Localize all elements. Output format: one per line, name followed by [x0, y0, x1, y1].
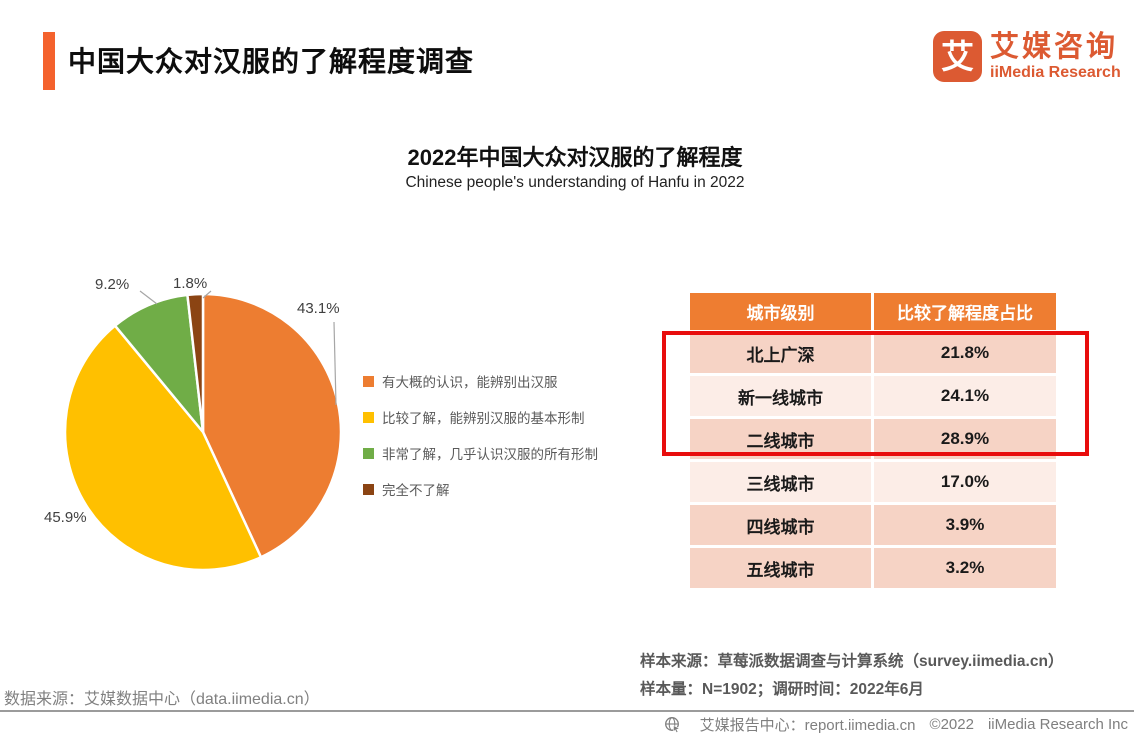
legend-item: 完全不了解 — [363, 471, 598, 507]
legend-label: 完全不了解 — [382, 483, 450, 498]
sample-source-note: 样本来源：草莓派数据调查与计算系统（survey.iimedia.cn） — [640, 653, 1064, 670]
iimedia-logo-icon: 艾 — [933, 31, 982, 82]
logo-text: 艾媒咨询 iiMedia Research — [990, 31, 1121, 82]
page-title: 中国大众对汉服的了解程度调查 — [68, 46, 475, 77]
table-row: 二线城市 28.9% — [690, 419, 1056, 459]
legend-item: 有大概的认识，能辨别出汉服 — [363, 363, 598, 399]
table-header-value: 比较了解程度占比 — [874, 293, 1056, 330]
leader-line-43 — [333, 321, 337, 406]
table-cell-city: 北上广深 — [690, 333, 871, 373]
table-cell-value: 3.9% — [874, 505, 1056, 545]
legend-label: 非常了解，几乎认识汉服的所有形制 — [382, 447, 598, 462]
table-cell-city: 五线城市 — [690, 548, 871, 588]
legend-item: 非常了解，几乎认识汉服的所有形制 — [363, 435, 598, 471]
legend-swatch-icon — [363, 447, 374, 459]
pie-label-slice1: 43.1% — [297, 300, 340, 317]
report-center-text: 艾媒报告中心：report.iimedia.cn — [699, 717, 916, 734]
table-cell-city: 二线城市 — [690, 419, 871, 459]
iimedia-logo: 艾 艾媒咨询 iiMedia Research — [933, 31, 1121, 82]
leader-line-9 — [139, 290, 158, 305]
legend-label: 比较了解，能辨别汉服的基本形制 — [382, 411, 585, 426]
copyright-owner: iiMedia Research Inc — [987, 716, 1128, 733]
pie-slice-2 — [63, 324, 263, 572]
title-accent-bar — [43, 32, 55, 90]
legend-item: 比较了解，能辨别汉服的基本形制 — [363, 399, 598, 435]
legend-swatch-icon — [363, 483, 374, 495]
pie-legend: 有大概的认识，能辨别出汉服比较了解，能辨别汉服的基本形制 非常了解，几乎认识汉服的… — [363, 363, 598, 507]
table-row: 四线城市 3.9% — [690, 505, 1056, 545]
table-row: 新一线城市 24.1% — [690, 376, 1056, 416]
globe-cursor-icon — [664, 716, 681, 733]
chart-subtitle: Chinese people's understanding of Hanfu … — [405, 174, 745, 191]
sample-size-note: 样本量：N=1902；调研时间：2022年6月 — [640, 681, 924, 698]
copyright-year: ©2022 — [929, 716, 974, 733]
table-cell-value: 17.0% — [874, 462, 1056, 502]
table-cell-value: 28.9% — [874, 419, 1056, 459]
table-body: 北上广深 21.8% 新一线城市 24.1% 二线城市 28.9% 三线城市 17.0% 四线城… — [690, 333, 1056, 588]
legend-swatch-icon — [363, 411, 374, 423]
table-cell-city: 新一线城市 — [690, 376, 871, 416]
pie-label-slice4: 1.8% — [173, 275, 208, 292]
table-cell-value: 24.1% — [874, 376, 1056, 416]
table-row: 五线城市 3.2% — [690, 548, 1056, 588]
table-cell-value: 3.2% — [874, 548, 1056, 588]
pie-label-slice3: 9.2% — [95, 276, 130, 293]
table-row: 三线城市 17.0% — [690, 462, 1056, 502]
table-cell-city: 三线城市 — [690, 462, 871, 502]
leader-line-1 — [202, 290, 212, 299]
chart-title: 2022年中国大众对汉服的了解程度 — [407, 145, 743, 170]
logo-name-en: iiMedia Research — [990, 64, 1121, 81]
pie-chart — [63, 290, 343, 572]
logo-name-cn: 艾媒咨询 — [990, 31, 1119, 63]
pie-slice-1 — [201, 292, 343, 559]
footer-bar: 艾媒报告中心：report.iimedia.cn ©2022 iiMedia R… — [664, 714, 1128, 735]
table-header-row: 城市级别 比较了解程度占比 — [690, 293, 1056, 330]
table-row: 北上广深 21.8% — [690, 333, 1056, 373]
city-table: 城市级别 比较了解程度占比 北上广深 21.8% 新一线城市 24.1% 二线城市 28.… — [690, 293, 1056, 588]
pie-label-slice2: 45.9% — [44, 509, 87, 526]
sample-notes: 样本来源：草莓派数据调查与计算系统（survey.iimedia.cn） 样本量… — [640, 648, 1063, 704]
table-cell-city: 四线城市 — [690, 505, 871, 545]
pie-slice-4 — [186, 292, 205, 434]
data-source-note: 数据来源：艾媒数据中心（data.iimedia.cn） — [4, 691, 320, 708]
logo-icon-glyph: 艾 — [941, 38, 974, 75]
table-cell-value: 21.8% — [874, 333, 1056, 373]
footer-divider — [0, 710, 1134, 712]
legend-swatch-icon — [363, 375, 374, 387]
legend-label: 有大概的认识，能辨别出汉服 — [382, 375, 558, 390]
table-header-city: 城市级别 — [690, 293, 871, 330]
pie-slice-3 — [113, 293, 205, 434]
